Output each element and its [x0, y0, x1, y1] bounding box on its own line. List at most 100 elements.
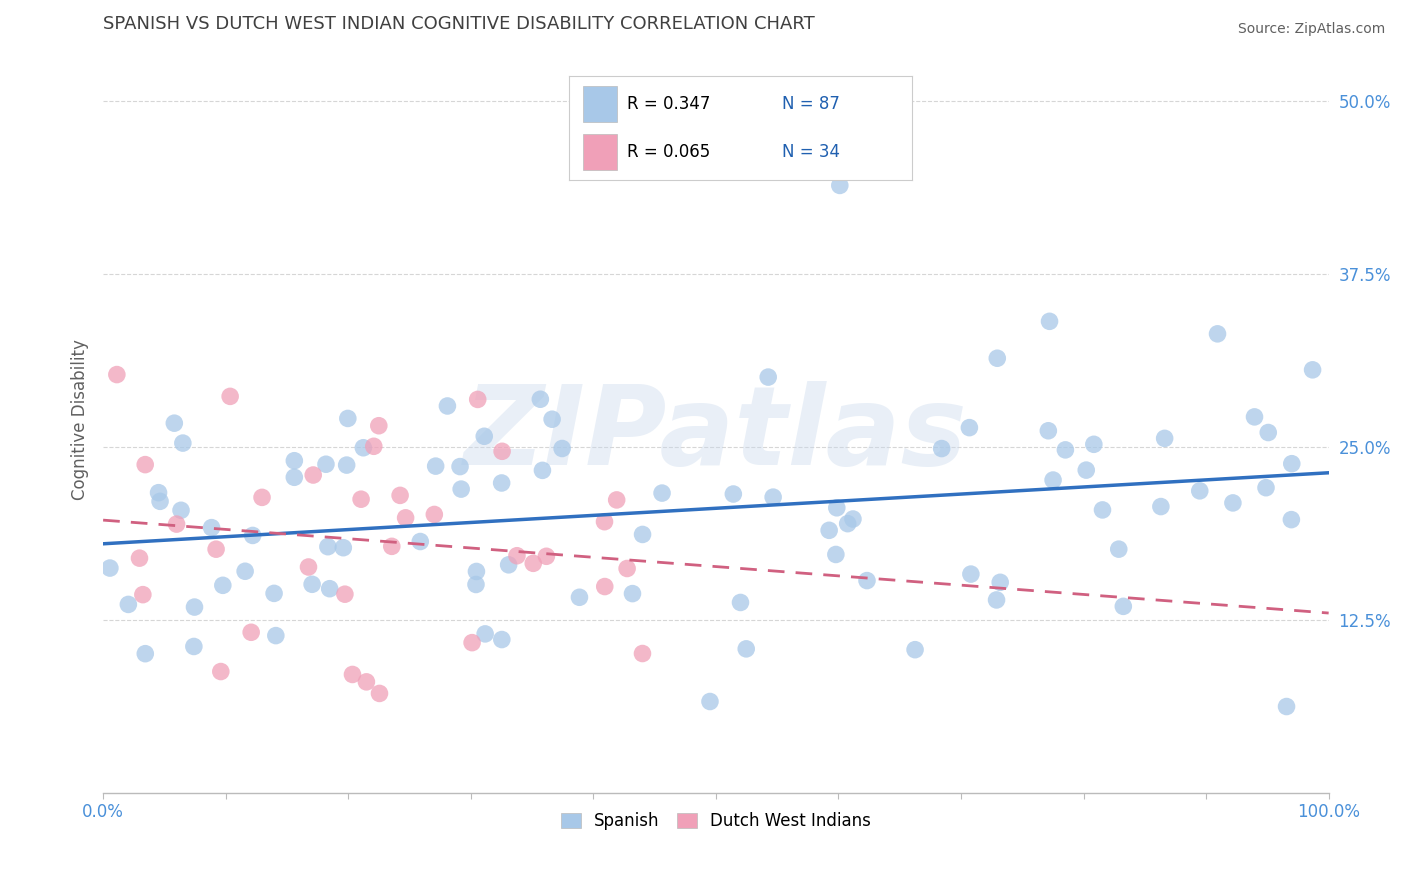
Point: [134, 647, 156, 661]
Point: [531, 463, 554, 477]
Text: Source: ZipAtlas.com: Source: ZipAtlas.com: [1237, 22, 1385, 37]
Point: [318, 582, 340, 596]
Point: [436, 399, 458, 413]
Point: [1153, 431, 1175, 445]
Point: [132, 588, 155, 602]
Point: [134, 458, 156, 472]
Point: [1038, 424, 1060, 438]
Point: [200, 521, 222, 535]
Point: [356, 674, 378, 689]
Point: [1302, 363, 1324, 377]
Point: [163, 416, 186, 430]
Point: [242, 528, 264, 542]
Point: [541, 412, 564, 426]
Point: [465, 565, 488, 579]
Point: [117, 598, 139, 612]
Point: [1243, 409, 1265, 424]
Point: [606, 492, 628, 507]
Point: [762, 490, 785, 504]
Point: [1150, 500, 1173, 514]
Point: [957, 420, 980, 434]
Legend: Spanish, Dutch West Indians: Spanish, Dutch West Indians: [554, 805, 877, 837]
Point: [616, 561, 638, 575]
Point: [211, 578, 233, 592]
Point: [522, 557, 544, 571]
Point: [368, 686, 391, 700]
Point: [1279, 513, 1302, 527]
Point: [450, 482, 472, 496]
Point: [631, 527, 654, 541]
Point: [183, 600, 205, 615]
Point: [699, 694, 721, 708]
Point: [631, 647, 654, 661]
Point: [363, 439, 385, 453]
Point: [1083, 437, 1105, 451]
Point: [818, 524, 841, 538]
Point: [316, 540, 339, 554]
Point: [986, 351, 1008, 366]
Point: [183, 640, 205, 654]
Point: [394, 511, 416, 525]
Point: [491, 475, 513, 490]
Point: [170, 503, 193, 517]
Point: [301, 577, 323, 591]
Point: [283, 454, 305, 468]
Point: [1188, 483, 1211, 498]
Point: [389, 488, 412, 502]
Point: [931, 442, 953, 456]
Point: [651, 486, 673, 500]
Text: ZIPatlas: ZIPatlas: [464, 381, 967, 488]
Point: [825, 548, 848, 562]
Point: [209, 665, 232, 679]
Point: [1112, 599, 1135, 614]
Point: [297, 560, 319, 574]
Point: [1042, 473, 1064, 487]
Point: [1281, 457, 1303, 471]
Point: [367, 418, 389, 433]
Point: [988, 575, 1011, 590]
Point: [264, 629, 287, 643]
Point: [461, 635, 484, 649]
Point: [856, 574, 879, 588]
Point: [1038, 314, 1060, 328]
Point: [825, 500, 848, 515]
Point: [166, 517, 188, 532]
Point: [283, 470, 305, 484]
Point: [263, 586, 285, 600]
Point: [828, 178, 851, 193]
Point: [1054, 442, 1077, 457]
Point: [536, 549, 558, 564]
Point: [352, 441, 374, 455]
Point: [149, 494, 172, 508]
Point: [472, 429, 495, 443]
Point: [1108, 542, 1130, 557]
Point: [723, 487, 745, 501]
Point: [730, 595, 752, 609]
Point: [498, 558, 520, 572]
Point: [568, 591, 591, 605]
Point: [551, 442, 574, 456]
Point: [449, 459, 471, 474]
Point: [336, 411, 359, 425]
Point: [332, 541, 354, 555]
Point: [1206, 326, 1229, 341]
Point: [491, 444, 513, 458]
Point: [1076, 463, 1098, 477]
Point: [1275, 699, 1298, 714]
Point: [474, 627, 496, 641]
Point: [409, 534, 432, 549]
Y-axis label: Cognitive Disability: Cognitive Disability: [72, 339, 89, 500]
Point: [148, 485, 170, 500]
Point: [735, 641, 758, 656]
Point: [506, 549, 529, 563]
Point: [1254, 481, 1277, 495]
Point: [172, 436, 194, 450]
Point: [240, 625, 263, 640]
Point: [350, 492, 373, 507]
Point: [250, 491, 273, 505]
Point: [621, 586, 644, 600]
Point: [205, 542, 228, 557]
Point: [467, 392, 489, 407]
Point: [1091, 503, 1114, 517]
Point: [960, 567, 983, 582]
